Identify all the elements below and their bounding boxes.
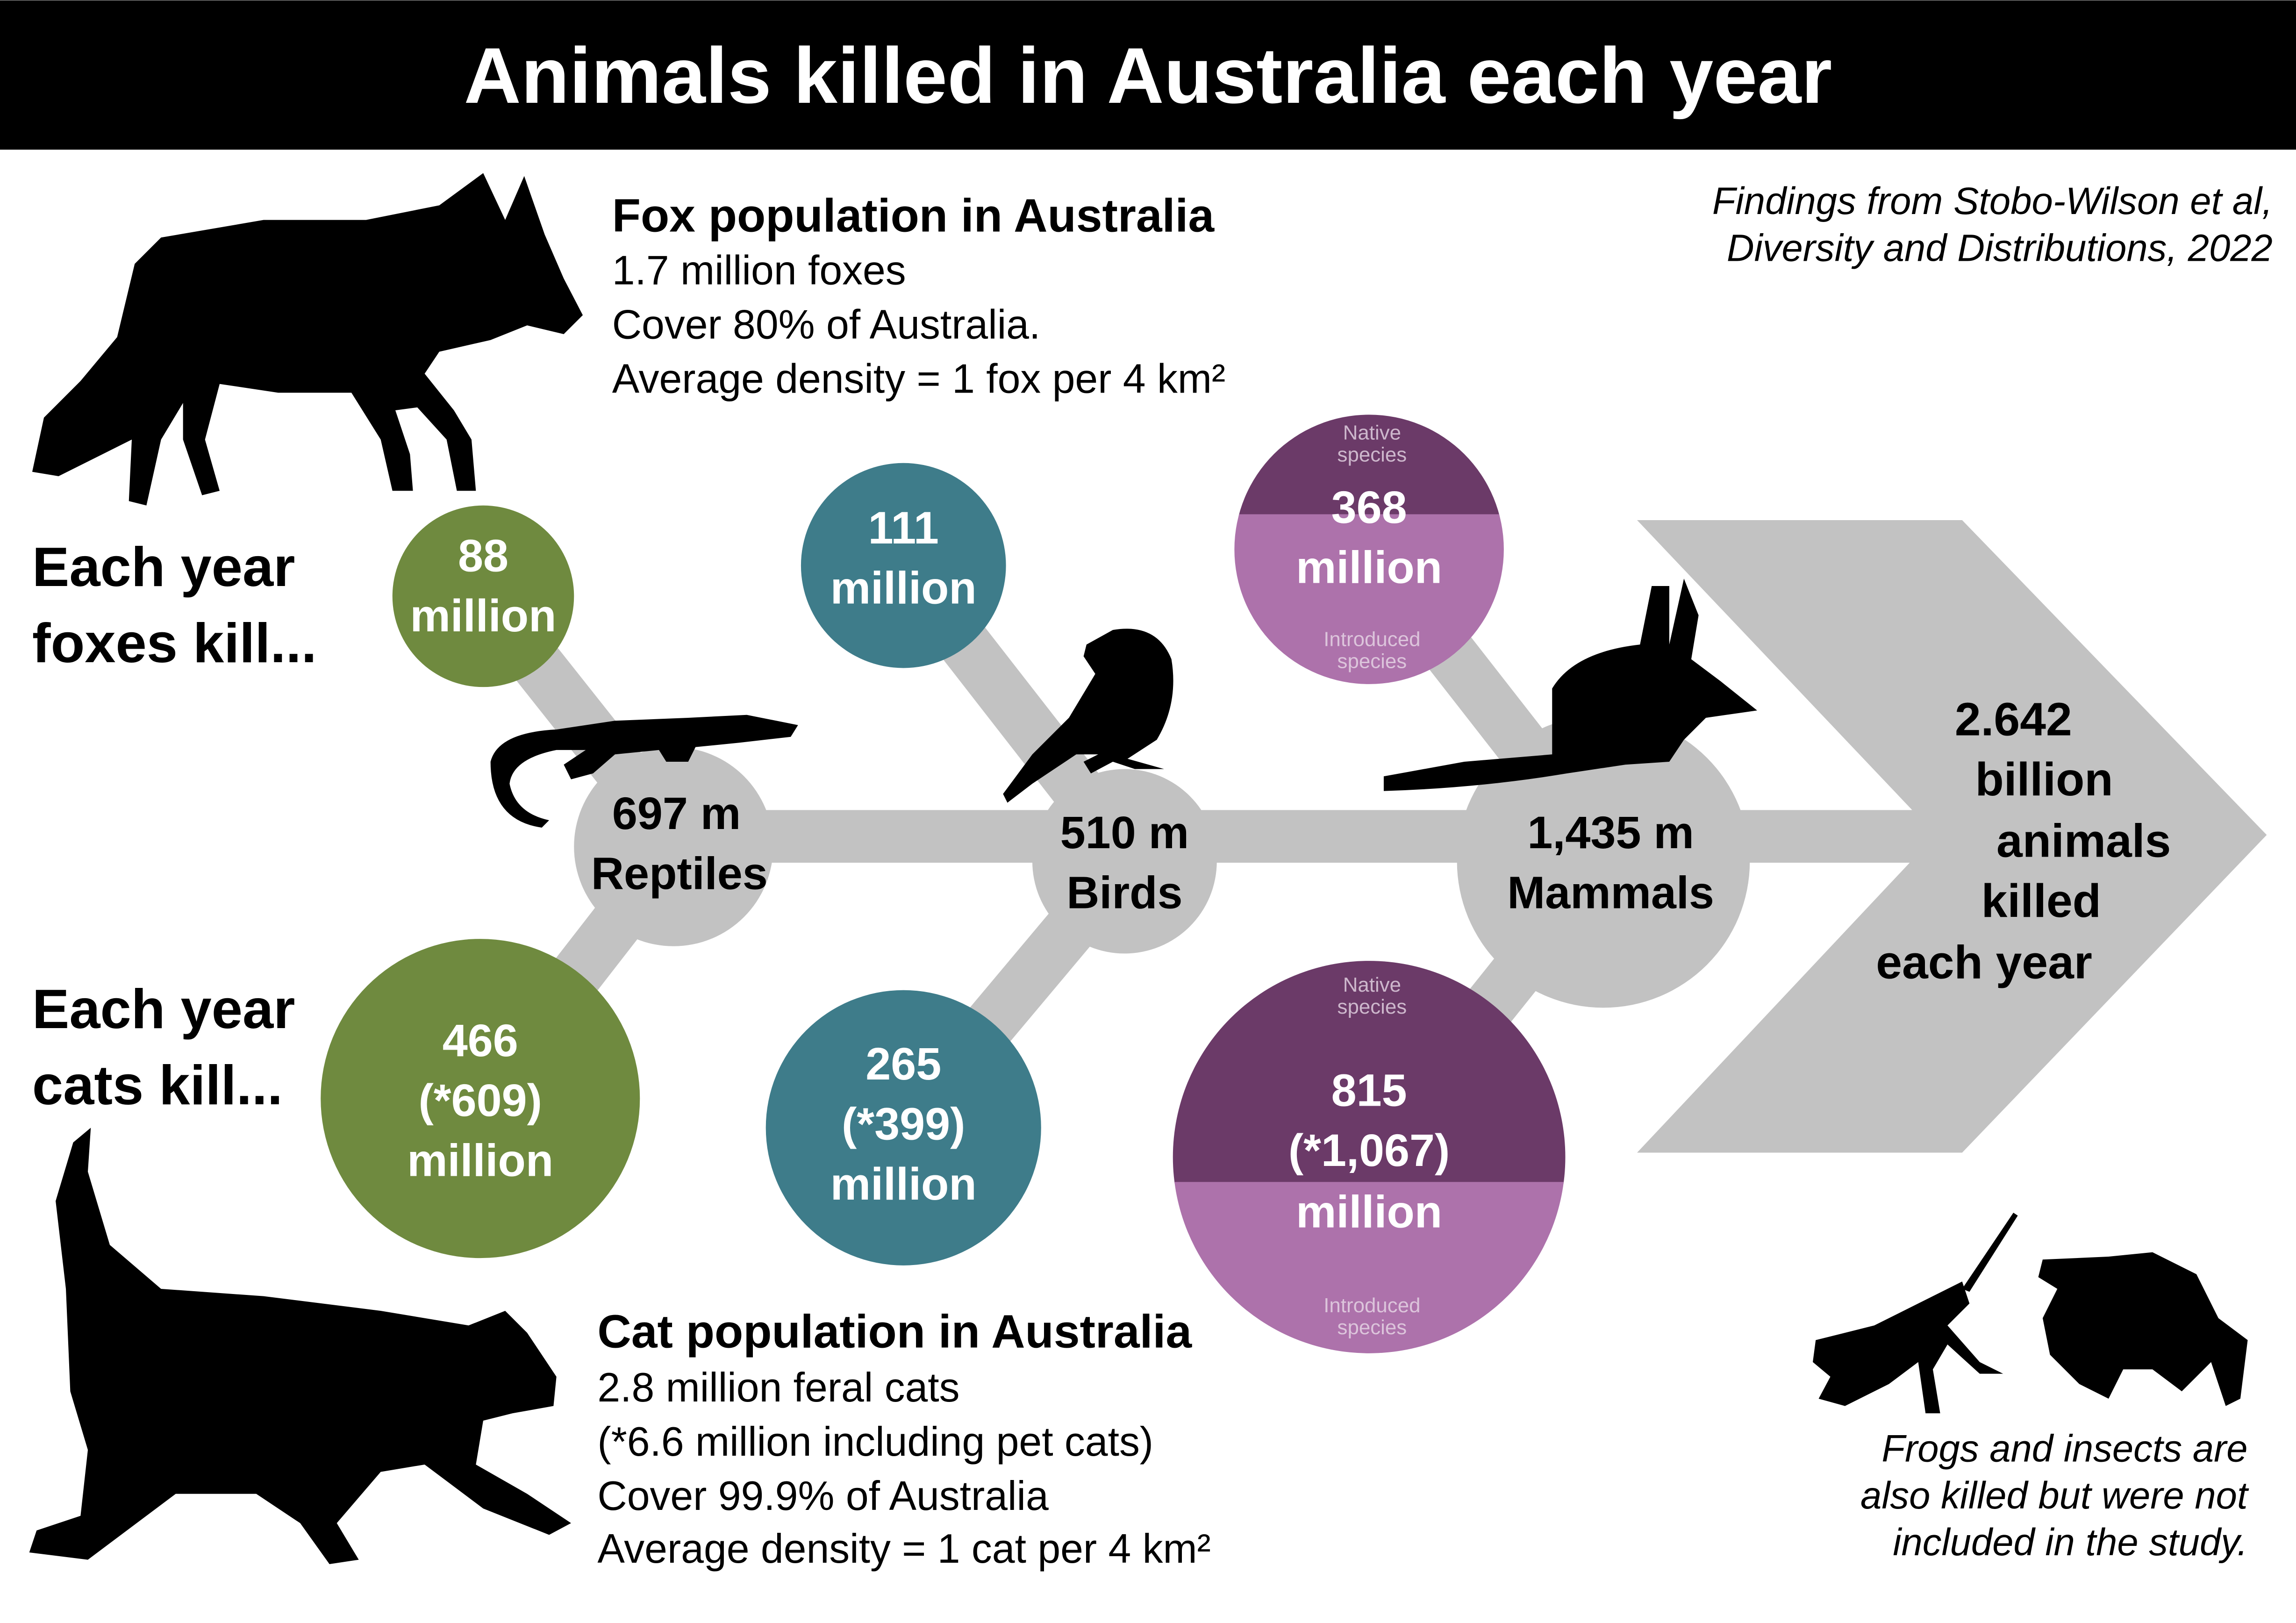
overall-line: killed — [1981, 875, 2101, 927]
cat-reptiles-circle — [321, 939, 640, 1258]
overall-line: billion — [1975, 753, 2113, 806]
total-birds-label: Birds — [1066, 867, 1182, 918]
cat-mammals-unit: million — [1296, 1186, 1442, 1237]
hub-reptiles — [574, 747, 773, 946]
footnote-line: Frogs and insects are — [1881, 1428, 2247, 1470]
bilby-silhouette-icon — [1383, 579, 1757, 791]
overall-line: animals — [1996, 815, 2171, 867]
introduced-label: Introduced — [1323, 628, 1420, 651]
total-mammals-value: 1,435 m — [1527, 807, 1694, 858]
fox-mammals-unit: million — [1296, 542, 1442, 593]
hub-mammals — [1457, 715, 1750, 1008]
total-chevron — [1637, 520, 2267, 1153]
fox-kill-label: foxes kill... — [32, 612, 317, 674]
cat-kill-label: cats kill... — [32, 1054, 283, 1116]
footnote-line: included in the study. — [1893, 1521, 2247, 1564]
cat-kill-label: Each year — [32, 978, 295, 1040]
fox-population-line: 1.7 million foxes — [612, 248, 906, 293]
cat-population-line: Average density = 1 cat per 4 km² — [597, 1526, 1210, 1572]
fox-mammals-value: 368 — [1331, 482, 1407, 533]
overall-line: each year — [1876, 937, 2092, 989]
cat-mammals-all-cats: (*1,067) — [1288, 1125, 1450, 1176]
bird-silhouette-icon — [1003, 629, 1173, 803]
fox-kill-label: Each year — [32, 536, 295, 598]
fox-population-line: Average density = 1 fox per 4 km² — [612, 356, 1225, 401]
cat-population-line: Cover 99.9% of Australia — [597, 1473, 1049, 1519]
introduced-label: species — [1338, 650, 1407, 672]
fox-birds-circle — [801, 463, 1006, 668]
cat-reptiles-value: 466 — [443, 1015, 518, 1066]
fox-reptiles-value: 88 — [458, 530, 508, 581]
total-reptiles-label: Reptiles — [591, 848, 768, 899]
native-label: species — [1338, 443, 1407, 466]
native-label: Native — [1343, 973, 1401, 996]
citation-line: Findings from Stobo-Wilson et al, — [1712, 180, 2273, 222]
cat-birds-value: 265 — [865, 1038, 941, 1089]
total-mammals-label: Mammals — [1507, 867, 1714, 918]
cat-birds-circle — [765, 990, 1041, 1266]
cat-population-line: 2.8 million feral cats — [597, 1365, 959, 1410]
lizard-silhouette-icon — [490, 715, 798, 828]
cat-mammals-value: 815 — [1331, 1065, 1407, 1115]
total-birds-value: 510 m — [1060, 807, 1189, 858]
fox-reptiles-unit: million — [410, 590, 557, 641]
title-bar — [0, 0, 2296, 150]
cat-population-heading: Cat population in Australia — [597, 1305, 1192, 1358]
native-label: Native — [1343, 422, 1401, 444]
citation-line: Diversity and Distributions, 2022 — [1727, 227, 2273, 269]
fox-population-line: Cover 80% of Australia. — [612, 301, 1041, 347]
introduced-label: species — [1338, 1316, 1407, 1339]
cat-silhouette-icon — [29, 1128, 571, 1565]
cat-reptiles-unit: million — [407, 1135, 553, 1186]
grasshopper-silhouette-icon — [1813, 1213, 2018, 1414]
cat-population-line: (*6.6 million including pet cats) — [597, 1419, 1153, 1465]
frog-silhouette-icon — [2038, 1252, 2248, 1406]
hub-birds — [1032, 769, 1217, 954]
cat-birds-unit: million — [830, 1158, 977, 1209]
fox-reptiles-circle — [392, 505, 574, 687]
introduced-label: Introduced — [1323, 1294, 1420, 1317]
fox-birds-value: 111 — [868, 502, 939, 553]
cat-reptiles-all-cats: (*609) — [418, 1075, 542, 1126]
fox-birds-unit: million — [830, 563, 977, 614]
footnote-line: also killed but were not — [1860, 1474, 2249, 1517]
cat-birds-all-cats: (*399) — [842, 1098, 966, 1149]
fox-population-heading: Fox population in Australia — [612, 190, 1215, 242]
fox-silhouette-icon — [32, 173, 583, 506]
overall-total: 2.642 billion animals killed each year — [1876, 694, 2171, 989]
page-title: Animals killed in Australia each year — [464, 31, 1832, 120]
overall-line: 2.642 — [1955, 694, 2072, 746]
native-label: species — [1338, 995, 1407, 1018]
total-reptiles-value: 697 m — [612, 788, 741, 839]
